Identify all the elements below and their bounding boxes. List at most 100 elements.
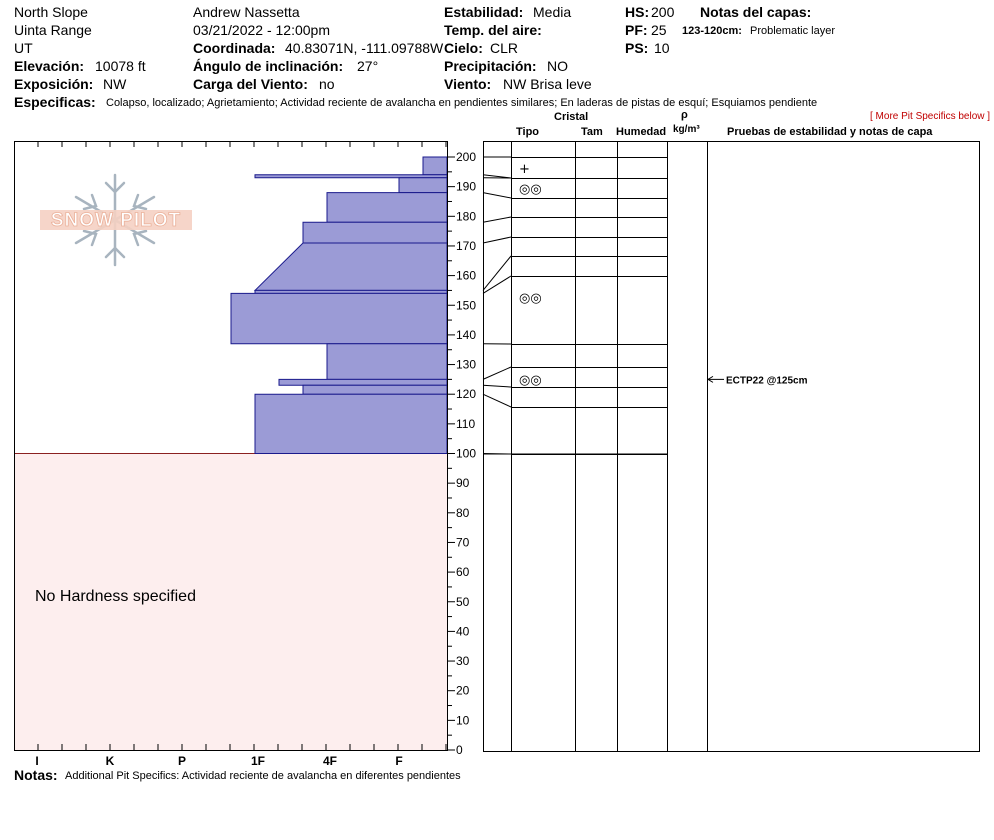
test-arrow-head <box>707 375 714 383</box>
coord-label: Coordinada: <box>193 40 276 56</box>
hardness-bar <box>254 393 448 454</box>
elevation-label: Elevación: <box>14 58 85 74</box>
range: Uinta Range <box>14 22 92 38</box>
depth-tick-label: 100 <box>456 447 476 461</box>
depth-connector <box>482 393 512 408</box>
depth-tick-label: 140 <box>456 328 476 342</box>
wind-load-label: Carga del Viento: <box>193 76 308 92</box>
precip-label: Precipitación: <box>444 58 537 74</box>
table-frame <box>483 141 980 752</box>
depth-tick-label: 30 <box>456 654 470 668</box>
no-hardness-region <box>14 453 448 750</box>
datetime: 03/21/2022 - 12:00pm <box>193 22 330 38</box>
hardness-bar <box>302 384 448 395</box>
hardness-bar <box>302 221 448 244</box>
col-crystal: Cristal <box>554 111 589 123</box>
notes-label: Notas: <box>14 767 58 783</box>
depth-tick-label: 40 <box>456 624 470 638</box>
hs-label: HS: <box>625 4 650 20</box>
depth-connector <box>482 236 512 244</box>
elevation-value: 10078 ft <box>95 58 146 74</box>
hardness-bar <box>230 292 448 345</box>
depth-connector <box>482 192 512 199</box>
col-density-unit: kg/m³ <box>673 124 700 135</box>
depth-tick-label: 60 <box>456 565 470 579</box>
stability-tests: ECTP22 @125cm <box>707 375 808 386</box>
depth-tick-label: 0 <box>456 743 463 757</box>
location: North Slope <box>14 4 88 20</box>
sky-label: Cielo: <box>444 40 483 57</box>
depth-tick-label: 150 <box>456 298 476 312</box>
hardness-bar <box>398 177 448 194</box>
crystal-symbol: ◎◎ <box>519 182 542 197</box>
depth-tick-label: 160 <box>456 269 476 283</box>
hardness-tick-label: I <box>35 754 38 768</box>
col-size: Tam <box>581 126 603 138</box>
crystal-symbol: ◎◎ <box>519 373 542 388</box>
crystal-symbol: ◎◎ <box>519 291 542 306</box>
pf-label: PF: <box>625 22 648 38</box>
wind-value: NW Brisa leve <box>503 76 592 92</box>
ps-label: PS: <box>625 40 649 56</box>
ps-value: 10 <box>654 40 670 56</box>
precip-value: NO <box>547 58 568 74</box>
aspect-label: Exposición: <box>14 76 94 92</box>
layer-notes-label: Notas del capas: <box>700 4 812 20</box>
more-specifics-link[interactable]: [ More Pit Specifics below ] <box>870 111 991 122</box>
depth-connector <box>482 255 512 291</box>
specifics-value: Colapso, localizado; Agrietamiento; Acti… <box>106 97 818 109</box>
hardness-bars <box>230 156 448 454</box>
layer-note-text: Problematic layer <box>750 25 835 37</box>
slope-value: 27° <box>357 58 379 74</box>
depth-connector <box>482 384 512 388</box>
hardness-bar <box>326 343 448 380</box>
sky-value: CLR <box>490 40 519 56</box>
crystal-symbol: + <box>519 162 530 177</box>
stability-value: Media <box>533 4 572 20</box>
no-hardness-text: No Hardness specified <box>35 588 196 605</box>
stability-label: Estabilidad: <box>444 4 524 20</box>
crystal-symbols: + ◎◎ ◎◎ ◎◎ <box>519 162 542 388</box>
col-tests: Pruebas de estabilidad y notas de capa <box>727 126 933 138</box>
aspect-value: NW <box>103 76 127 92</box>
coord-value: 40.83071N, -111.09788W <box>285 40 444 56</box>
pf-value: 25 <box>651 22 667 38</box>
hs-value: 200 <box>651 4 675 20</box>
depth-tick-label: 10 <box>456 713 470 727</box>
depth-tick-label: 130 <box>456 358 476 372</box>
depth-tick-label: 200 <box>456 150 476 164</box>
depth-tick-label: 80 <box>456 506 470 520</box>
hardness-frame-ticks <box>37 141 447 750</box>
hardness-bar <box>326 192 448 223</box>
hardness-tick-label: 4F <box>323 754 337 768</box>
layer-note-range: 123-120cm: <box>682 25 742 37</box>
wind-label: Viento: <box>444 76 492 92</box>
slope-label: Ángulo de inclinación: <box>193 58 344 74</box>
hardness-bar <box>253 242 448 291</box>
state: UT <box>14 40 33 56</box>
depth-axis: 0 10 20 30 40 50 60 70 80 90 100 110 120 130 140 150 160… <box>447 141 476 757</box>
depth-connector <box>482 275 512 294</box>
air-temp-label: Temp. del aire: <box>444 22 542 38</box>
depth-tick-label: 120 <box>456 387 476 401</box>
logo-text: SNOW PILOT <box>51 210 181 231</box>
hardness-bar <box>278 378 448 386</box>
hardness-tick-label: F <box>395 754 402 768</box>
depth-connector <box>482 366 512 380</box>
wind-load-value: no <box>319 76 335 92</box>
hardness-tick-label: P <box>178 754 186 768</box>
depth-tick-label: 50 <box>456 595 470 609</box>
depth-tick-label: 180 <box>456 209 476 223</box>
col-type: Tipo <box>516 126 540 138</box>
depth-tick-label: 20 <box>456 684 470 698</box>
depth-tick-label: 70 <box>456 535 470 549</box>
depth-tick-label: 110 <box>456 417 475 431</box>
col-rho: ρ <box>681 109 688 121</box>
hardness-tick-label: K <box>106 754 115 768</box>
test-label: ECTP22 @125cm <box>726 375 808 386</box>
hardness-x-axis: I K P 1F 4F F <box>35 754 402 768</box>
hardness-tick-label: 1F <box>251 754 265 768</box>
depth-tick-label: 190 <box>456 180 476 194</box>
specifics-label: Especificas: <box>14 94 96 110</box>
